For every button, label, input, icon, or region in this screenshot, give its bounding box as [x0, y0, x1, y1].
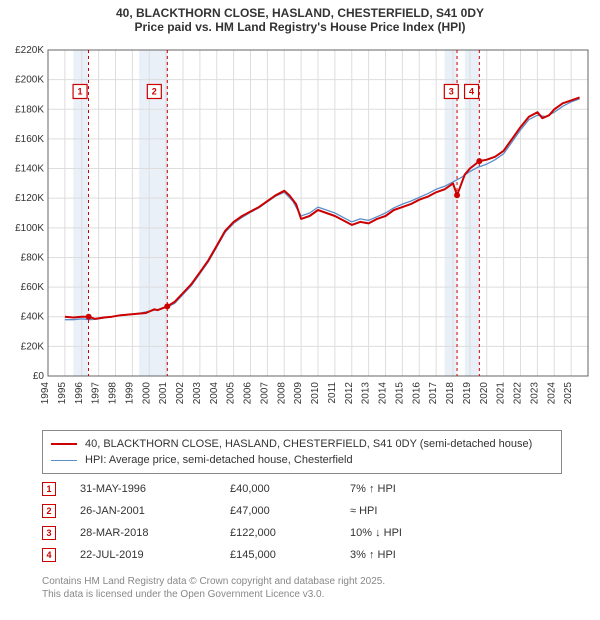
svg-text:2006: 2006: [243, 382, 254, 405]
svg-text:2011: 2011: [327, 382, 338, 404]
sale-markers-table: 131-MAY-1996£40,0007% ↑ HPI226-JAN-2001£…: [42, 478, 562, 566]
svg-text:2018: 2018: [445, 382, 456, 405]
svg-text:1994: 1994: [40, 382, 51, 405]
sale-marker-row: 4 22-JUL-2019£145,0003% ↑ HPI: [42, 544, 562, 566]
svg-text:£120K: £120K: [15, 193, 44, 204]
svg-text:1997: 1997: [91, 382, 102, 405]
svg-text:2012: 2012: [344, 382, 355, 405]
svg-text:£140K: £140K: [15, 164, 44, 175]
svg-text:2001: 2001: [158, 382, 169, 405]
svg-text:£180K: £180K: [15, 104, 44, 115]
footer-line-2: This data is licensed under the Open Gov…: [42, 588, 562, 601]
sale-marker-num: 3: [42, 526, 56, 540]
svg-text:2010: 2010: [310, 382, 321, 405]
svg-text:2025: 2025: [563, 382, 574, 405]
chart-area: 1 2 3 4 £0 £20K £40K £60K £80K £100K £120K £140K £16…: [0, 40, 600, 420]
svg-text:£0: £0: [33, 371, 45, 382]
chart-title-block: 40, BLACKTHORN CLOSE, HASLAND, CHESTERFI…: [0, 0, 600, 36]
sale-marker-relation: 7% ↑ HPI: [350, 483, 470, 495]
svg-text:2017: 2017: [428, 382, 439, 405]
svg-text:3: 3: [449, 86, 454, 96]
legend-swatch-price-paid: [51, 443, 77, 445]
svg-text:2002: 2002: [175, 382, 186, 405]
title-line-1: 40, BLACKTHORN CLOSE, HASLAND, CHESTERFI…: [10, 6, 590, 20]
sale-marker-price: £122,000: [230, 527, 350, 539]
svg-text:2008: 2008: [276, 382, 287, 405]
svg-text:4: 4: [469, 86, 474, 96]
svg-text:2000: 2000: [141, 382, 152, 405]
svg-text:1995: 1995: [57, 382, 68, 405]
svg-text:2015: 2015: [394, 382, 405, 405]
sale-marker-date: 28-MAR-2018: [80, 527, 230, 539]
sale-marker-date: 22-JUL-2019: [80, 549, 230, 561]
svg-text:2005: 2005: [226, 382, 237, 405]
svg-text:£100K: £100K: [15, 223, 44, 234]
svg-text:2004: 2004: [209, 382, 220, 405]
svg-text:2024: 2024: [546, 382, 557, 405]
svg-text:2016: 2016: [411, 382, 422, 405]
svg-text:£60K: £60K: [21, 282, 45, 293]
sale-marker-price: £145,000: [230, 549, 350, 561]
legend-row-hpi: HPI: Average price, semi-detached house,…: [51, 452, 553, 468]
chart-svg: 1 2 3 4 £0 £20K £40K £60K £80K £100K £120K £140K £16…: [0, 40, 600, 420]
sale-marker-relation: 10% ↓ HPI: [350, 527, 470, 539]
svg-text:2: 2: [152, 86, 157, 96]
svg-text:2013: 2013: [361, 382, 372, 405]
sale-marker-row: 3 28-MAR-2018£122,00010% ↓ HPI: [42, 522, 562, 544]
legend-row-price-paid: 40, BLACKTHORN CLOSE, HASLAND, CHESTERFI…: [51, 436, 553, 452]
svg-text:1999: 1999: [124, 382, 135, 405]
sale-marker-price: £47,000: [230, 505, 350, 517]
legend: 40, BLACKTHORN CLOSE, HASLAND, CHESTERFI…: [42, 430, 562, 474]
svg-text:1: 1: [78, 86, 83, 96]
sale-marker-date: 31-MAY-1996: [80, 483, 230, 495]
sale-marker-row: 2 26-JAN-2001£47,000≈ HPI: [42, 500, 562, 522]
footer-attribution: Contains HM Land Registry data © Crown c…: [42, 575, 562, 601]
svg-text:£200K: £200K: [15, 75, 44, 86]
svg-text:2003: 2003: [192, 382, 203, 405]
legend-label-hpi: HPI: Average price, semi-detached house,…: [85, 454, 353, 466]
sale-marker-num: 2: [42, 504, 56, 518]
sale-marker-date: 26-JAN-2001: [80, 505, 230, 517]
legend-swatch-hpi: [51, 460, 77, 461]
svg-text:2007: 2007: [259, 382, 270, 405]
footer-line-1: Contains HM Land Registry data © Crown c…: [42, 575, 562, 588]
svg-text:2021: 2021: [496, 382, 507, 405]
svg-text:2020: 2020: [479, 382, 490, 405]
sale-marker-relation: 3% ↑ HPI: [350, 549, 470, 561]
svg-text:£20K: £20K: [21, 341, 45, 352]
sale-marker-price: £40,000: [230, 483, 350, 495]
svg-text:£220K: £220K: [15, 45, 44, 56]
svg-text:£80K: £80K: [21, 252, 45, 263]
legend-label-price-paid: 40, BLACKTHORN CLOSE, HASLAND, CHESTERFI…: [85, 438, 532, 450]
sale-marker-num: 4: [42, 548, 56, 562]
sale-marker-row: 1 31-MAY-1996£40,0007% ↑ HPI: [42, 478, 562, 500]
svg-text:£40K: £40K: [21, 312, 45, 323]
svg-text:2009: 2009: [293, 382, 304, 405]
svg-text:2014: 2014: [378, 382, 389, 405]
svg-text:1996: 1996: [74, 382, 85, 405]
title-line-2: Price paid vs. HM Land Registry's House …: [10, 20, 590, 34]
svg-text:2023: 2023: [529, 382, 540, 405]
sale-marker-relation: ≈ HPI: [350, 505, 470, 517]
svg-text:1998: 1998: [108, 382, 119, 405]
svg-text:2019: 2019: [462, 382, 473, 405]
svg-text:£160K: £160K: [15, 134, 44, 145]
svg-text:2022: 2022: [513, 382, 524, 405]
sale-marker-num: 1: [42, 482, 56, 496]
